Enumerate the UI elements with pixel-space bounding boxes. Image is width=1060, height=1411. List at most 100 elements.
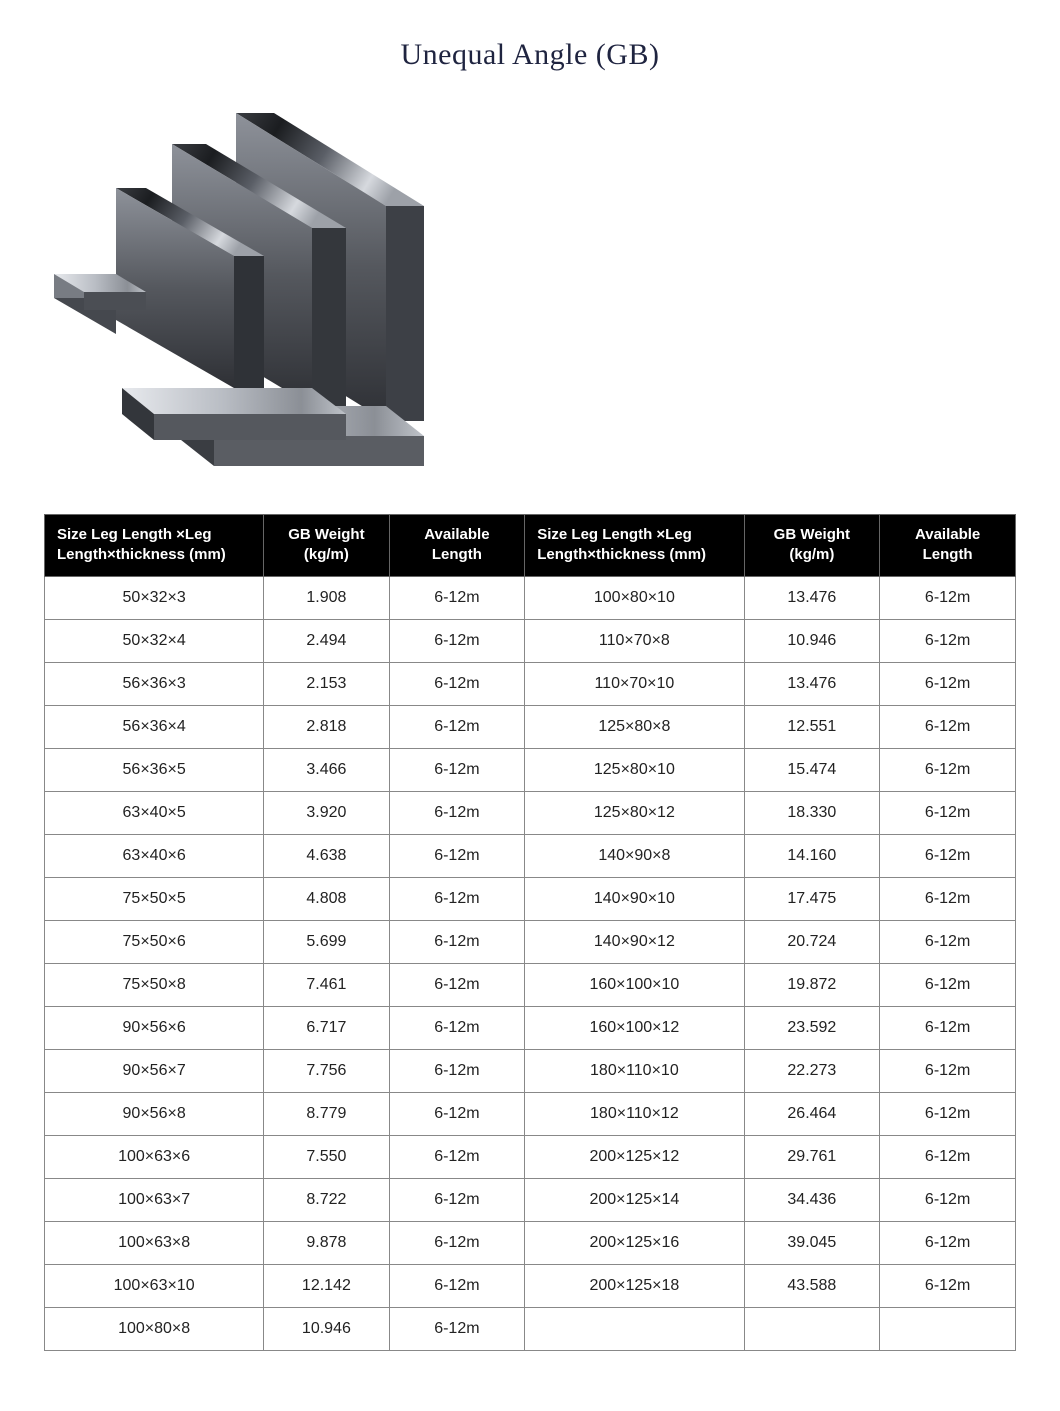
table-cell: 200×125×12: [525, 1135, 744, 1178]
spec-table: Size Leg Length ×Leg Length×thickness (m…: [44, 514, 1016, 1351]
table-cell: 4.808: [264, 877, 389, 920]
table-cell: 75×50×6: [45, 920, 264, 963]
table-cell: 100×63×8: [45, 1221, 264, 1264]
table-cell: 6-12m: [880, 576, 1016, 619]
table-row: 56×36×42.8186-12m125×80×812.5516-12m: [45, 705, 1016, 748]
table-cell: 8.779: [264, 1092, 389, 1135]
table-cell: 6-12m: [389, 920, 525, 963]
table-body: 50×32×31.9086-12m100×80×1013.4766-12m50×…: [45, 576, 1016, 1350]
table-cell: 34.436: [744, 1178, 880, 1221]
table-row: 100×63×78.7226-12m200×125×1434.4366-12m: [45, 1178, 1016, 1221]
table-row: 63×40×53.9206-12m125×80×1218.3306-12m: [45, 791, 1016, 834]
table-row: 100×63×67.5506-12m200×125×1229.7616-12m: [45, 1135, 1016, 1178]
angle-profiles-icon: [44, 96, 464, 496]
table-row: 75×50×65.6996-12m140×90×1220.7246-12m: [45, 920, 1016, 963]
table-cell: 6-12m: [880, 920, 1016, 963]
table-cell: 6-12m: [880, 1221, 1016, 1264]
col-size-1: Size Leg Length ×Leg Length×thickness (m…: [45, 515, 264, 577]
table-cell: 63×40×6: [45, 834, 264, 877]
table-cell: [744, 1307, 880, 1350]
table-cell: [880, 1307, 1016, 1350]
table-cell: 10.946: [744, 619, 880, 662]
table-row: 90×56×77.7566-12m180×110×1022.2736-12m: [45, 1049, 1016, 1092]
table-cell: 6-12m: [389, 877, 525, 920]
table-cell: 56×36×5: [45, 748, 264, 791]
table-cell: 90×56×8: [45, 1092, 264, 1135]
table-cell: [525, 1307, 744, 1350]
table-cell: 2.494: [264, 619, 389, 662]
table-cell: 7.550: [264, 1135, 389, 1178]
table-cell: 140×90×8: [525, 834, 744, 877]
table-row: 90×56×88.7796-12m180×110×1226.4646-12m: [45, 1092, 1016, 1135]
table-cell: 6-12m: [880, 1049, 1016, 1092]
table-cell: 3.466: [264, 748, 389, 791]
table-row: 100×80×810.9466-12m: [45, 1307, 1016, 1350]
table-row: 63×40×64.6386-12m140×90×814.1606-12m: [45, 834, 1016, 877]
table-cell: 100×63×10: [45, 1264, 264, 1307]
table-cell: 160×100×10: [525, 963, 744, 1006]
table-cell: 6-12m: [880, 1135, 1016, 1178]
table-cell: 200×125×16: [525, 1221, 744, 1264]
table-cell: 180×110×12: [525, 1092, 744, 1135]
table-cell: 6-12m: [880, 877, 1016, 920]
table-cell: 50×32×4: [45, 619, 264, 662]
table-cell: 100×63×7: [45, 1178, 264, 1221]
table-cell: 6-12m: [389, 1307, 525, 1350]
table-cell: 6-12m: [880, 1092, 1016, 1135]
table-cell: 5.699: [264, 920, 389, 963]
col-size-2: Size Leg Length ×Leg Length×thickness (m…: [525, 515, 744, 577]
table-cell: 6-12m: [880, 662, 1016, 705]
table-cell: 6-12m: [389, 1092, 525, 1135]
table-cell: 9.878: [264, 1221, 389, 1264]
table-cell: 90×56×6: [45, 1006, 264, 1049]
table-row: 100×63×89.8786-12m200×125×1639.0456-12m: [45, 1221, 1016, 1264]
table-cell: 200×125×14: [525, 1178, 744, 1221]
table-cell: 6-12m: [880, 1006, 1016, 1049]
table-row: 75×50×87.4616-12m160×100×1019.8726-12m: [45, 963, 1016, 1006]
table-row: 56×36×32.1536-12m110×70×1013.4766-12m: [45, 662, 1016, 705]
table-cell: 110×70×8: [525, 619, 744, 662]
table-header: Size Leg Length ×Leg Length×thickness (m…: [45, 515, 1016, 577]
table-cell: 17.475: [744, 877, 880, 920]
table-cell: 20.724: [744, 920, 880, 963]
table-cell: 2.153: [264, 662, 389, 705]
table-cell: 56×36×4: [45, 705, 264, 748]
table-cell: 10.946: [264, 1307, 389, 1350]
table-cell: 6-12m: [389, 1049, 525, 1092]
table-cell: 100×80×10: [525, 576, 744, 619]
table-cell: 6-12m: [389, 576, 525, 619]
table-cell: 6-12m: [880, 1264, 1016, 1307]
table-cell: 140×90×10: [525, 877, 744, 920]
page: Unequal Angle (GB): [0, 0, 1060, 1411]
page-title: Unequal Angle (GB): [44, 38, 1016, 72]
table-cell: 3.920: [264, 791, 389, 834]
table-cell: 22.273: [744, 1049, 880, 1092]
table-cell: 56×36×3: [45, 662, 264, 705]
table-cell: 75×50×5: [45, 877, 264, 920]
table-cell: 100×63×6: [45, 1135, 264, 1178]
table-cell: 6-12m: [389, 963, 525, 1006]
table-cell: 90×56×7: [45, 1049, 264, 1092]
table-cell: 13.476: [744, 576, 880, 619]
table-row: 50×32×42.4946-12m110×70×810.9466-12m: [45, 619, 1016, 662]
table-cell: 125×80×10: [525, 748, 744, 791]
col-weight-2: GB Weight (kg/m): [744, 515, 880, 577]
table-cell: 2.818: [264, 705, 389, 748]
table-cell: 6-12m: [880, 705, 1016, 748]
table-cell: 6-12m: [389, 1135, 525, 1178]
table-cell: 6-12m: [880, 1178, 1016, 1221]
col-length-2: Available Length: [880, 515, 1016, 577]
table-cell: 6-12m: [389, 1221, 525, 1264]
table-cell: 19.872: [744, 963, 880, 1006]
table-cell: 6-12m: [389, 619, 525, 662]
table-row: 50×32×31.9086-12m100×80×1013.4766-12m: [45, 576, 1016, 619]
table-cell: 7.756: [264, 1049, 389, 1092]
table-cell: 18.330: [744, 791, 880, 834]
table-row: 56×36×53.4666-12m125×80×1015.4746-12m: [45, 748, 1016, 791]
table-cell: 6-12m: [880, 791, 1016, 834]
table-cell: 23.592: [744, 1006, 880, 1049]
table-cell: 200×125×18: [525, 1264, 744, 1307]
table-cell: 1.908: [264, 576, 389, 619]
table-cell: 43.588: [744, 1264, 880, 1307]
table-cell: 50×32×3: [45, 576, 264, 619]
